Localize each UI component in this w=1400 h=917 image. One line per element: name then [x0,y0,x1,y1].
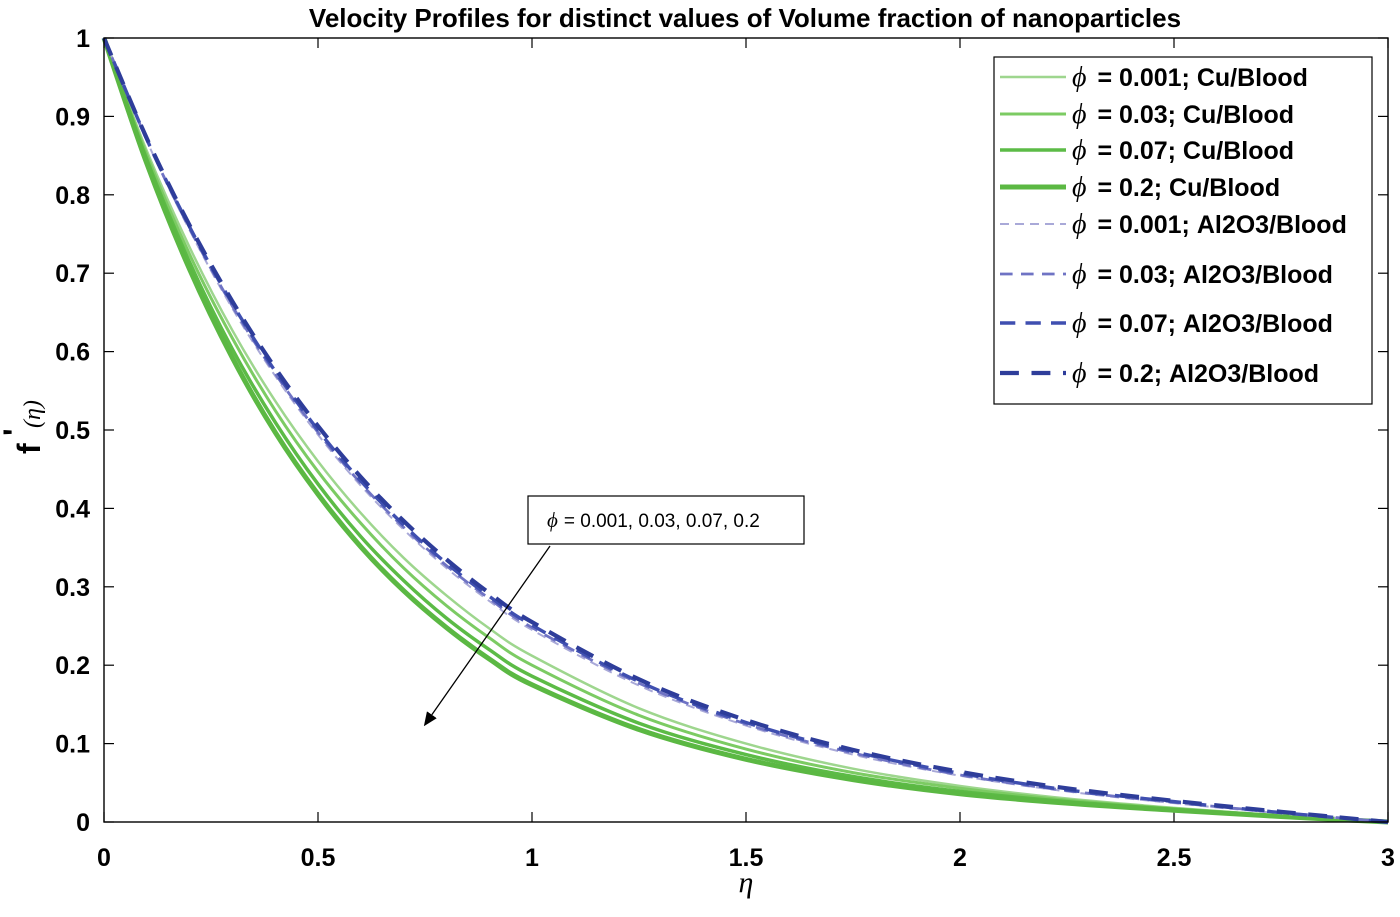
x-tick-label: 0.5 [301,844,336,872]
x-tick-label: 1.5 [729,844,764,872]
svg-text:(η): (η) [20,400,46,428]
legend-label: ϕ = 0.2; Cu/Blood [1072,172,1280,203]
annotation-text: ϕ = 0.001, 0.03, 0.07, 0.2 [547,508,760,532]
y-tick-label: 0.5 [55,417,90,445]
plot-area-frame [103,37,1389,823]
x-tick-label: 2.5 [1157,844,1192,872]
y-tick-label: 1 [76,25,90,53]
x-tick-label: 1 [525,844,539,872]
legend-label: ϕ = 0.001; Cu/Blood [1072,62,1308,93]
legend: ϕ = 0.001; Cu/Blood ϕ = 0.03; Cu/Blood ϕ =… [993,56,1373,405]
y-tick-label: 0.9 [55,103,90,131]
y-tick-label: 0.7 [55,260,90,288]
legend-label: ϕ = 0.2; Al2O3/Blood [1072,358,1319,389]
plot-series [101,37,1389,825]
x-tick-label: 3 [1381,844,1395,872]
y-tick-label: 0.1 [55,731,90,759]
y-tick-label: 0.4 [55,495,90,523]
legend-label: ϕ = 0.03; Al2O3/Blood [1072,259,1333,290]
legend-label: ϕ = 0.03; Cu/Blood [1072,99,1294,130]
series-line-al2o3-0_001 [103,37,1389,823]
legend-label: ϕ = 0.07; Al2O3/Blood [1072,308,1333,339]
svg-text:f: f [11,443,47,454]
y-tick-label: 0.6 [55,339,90,367]
series-line-al2o3-0_2 [102,37,1389,825]
y-tick-label: 0.8 [55,182,90,210]
chart-title: Velocity Profiles for distinct values of… [309,3,1181,33]
x-axis-label: η [739,866,754,899]
y-tick-labels: 0 0.1 0.2 0.3 0.4 0.5 0.6 0.7 0.8 0.9 1 [55,25,90,837]
y-tick-label: 0.2 [55,652,90,680]
phi-annotation: ϕ = 0.001, 0.03, 0.07, 0.2 [423,495,805,727]
x-tick-labels: 0 0.5 1 1.5 2 2.5 3 [97,844,1395,872]
y-tick-label: 0 [76,809,90,837]
legend-label: ϕ = 0.07; Cu/Blood [1072,135,1294,166]
x-tick-label: 2 [953,844,967,872]
annotation-box [527,495,805,545]
y-axis-label: f ' (η) [0,400,47,454]
annotation-arrow [423,545,551,727]
series-line-cu-0_2 [101,37,1389,825]
y-tick-label: 0.3 [55,574,90,602]
legend-label: ϕ = 0.001; Al2O3/Blood [1072,209,1347,240]
x-tick-label: 0 [97,844,111,872]
svg-text:': ' [0,428,33,436]
